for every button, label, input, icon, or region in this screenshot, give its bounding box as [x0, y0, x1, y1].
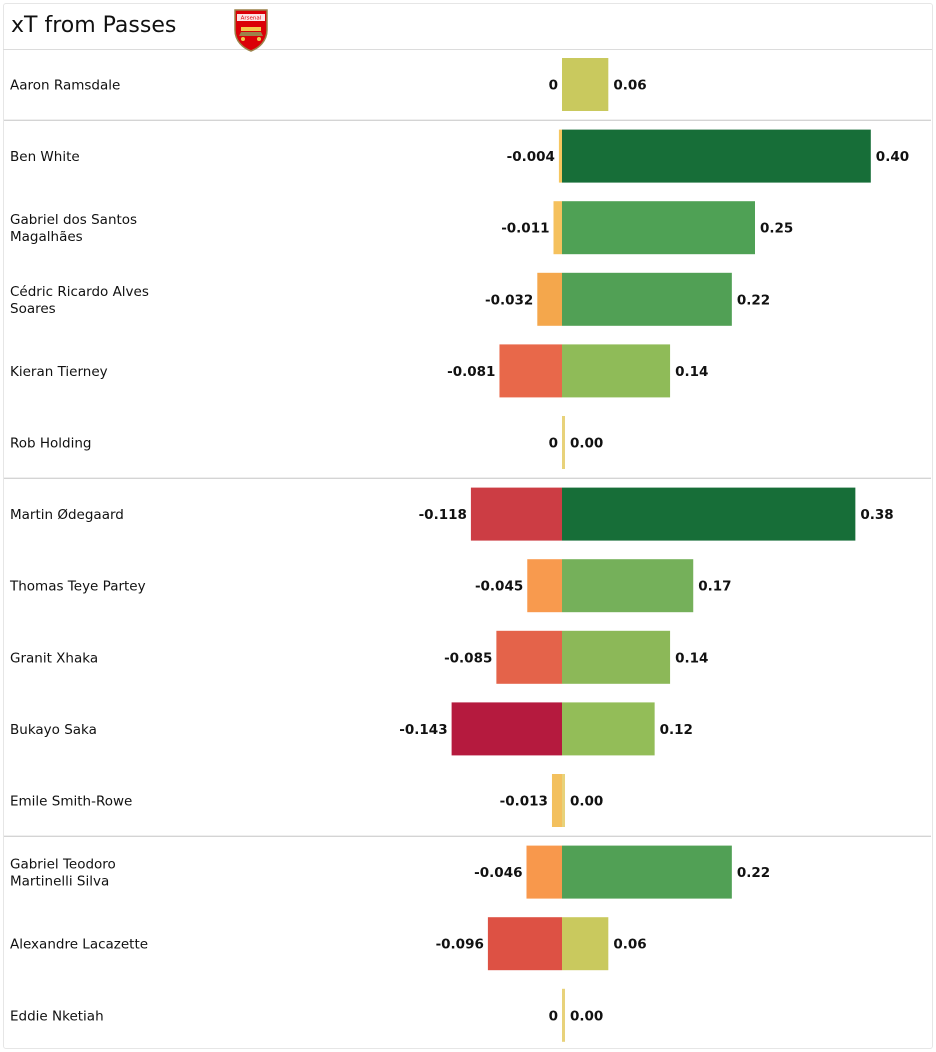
value-label-positive: 0.00 — [570, 436, 603, 452]
value-label-negative: 0 — [549, 1008, 558, 1024]
value-label-negative: -0.032 — [485, 292, 533, 308]
value-label-positive: 0.25 — [760, 221, 793, 237]
bar-positive — [562, 201, 755, 255]
bar-positive — [562, 988, 565, 1042]
value-label-positive: 0.00 — [570, 1008, 603, 1024]
bar-positive — [562, 559, 694, 613]
value-label-positive: 0.12 — [660, 722, 693, 738]
player-label: Aaron Ramsdale — [10, 78, 120, 94]
chart-title: xT from Passes — [11, 13, 177, 38]
bar-positive — [562, 344, 671, 398]
value-label-positive: 0.38 — [860, 507, 893, 523]
value-label-positive: 0.00 — [570, 794, 603, 810]
player-label: Ben White — [10, 149, 80, 165]
value-label-positive: 0.22 — [737, 865, 770, 881]
value-label-negative: -0.004 — [507, 149, 555, 165]
value-label-negative: 0 — [549, 436, 558, 452]
bar-negative — [553, 201, 562, 255]
chart-header: xT from Passes Arsenal — [3, 3, 932, 52]
player-label: Kieran Tierney — [10, 364, 108, 380]
bar-negative — [496, 630, 562, 684]
bar-positive — [562, 630, 671, 684]
bar-negative — [526, 845, 562, 899]
value-label-negative: -0.096 — [436, 937, 484, 953]
bar-negative — [470, 487, 562, 541]
player-label: Rob Holding — [10, 436, 92, 452]
value-label-positive: 0.40 — [876, 149, 909, 165]
player-label: Gabriel Teodoro Martinelli Silva — [10, 857, 116, 890]
bar-negative — [527, 559, 562, 613]
bar-negative — [499, 344, 562, 398]
bar-positive — [562, 774, 565, 827]
bar-negative — [537, 272, 562, 326]
value-label-positive: 0.06 — [613, 78, 646, 94]
player-label: Martin Ødegaard — [10, 507, 124, 523]
value-label-positive: 0.14 — [675, 650, 708, 666]
value-label-negative: -0.011 — [501, 221, 549, 237]
value-label-negative: -0.118 — [419, 507, 467, 523]
player-label: Cédric Ricardo Alves Soares — [10, 284, 149, 317]
arsenal-crest-icon: Arsenal — [234, 9, 268, 52]
value-label-negative: -0.013 — [500, 794, 548, 810]
value-label-negative: -0.143 — [399, 722, 447, 738]
bar-positive — [562, 129, 871, 183]
value-label-positive: 0.06 — [613, 937, 646, 953]
player-label: Gabriel dos Santos Magalhães — [10, 212, 137, 245]
bar-negative — [487, 917, 562, 971]
player-label: Bukayo Saka — [10, 722, 97, 738]
value-label-positive: 0.14 — [675, 364, 708, 380]
bar-positive — [562, 272, 732, 326]
bar-negative — [451, 702, 562, 756]
bar-positive — [562, 917, 609, 971]
bar-negative — [558, 129, 562, 183]
value-label-positive: 0.17 — [698, 579, 731, 595]
bar-positive — [562, 416, 565, 469]
bar-positive — [562, 702, 655, 756]
value-label-negative: -0.085 — [444, 650, 492, 666]
player-label: Granit Xhaka — [10, 650, 98, 666]
player-label: Emile Smith-Rowe — [10, 794, 132, 810]
player-label: Eddie Nketiah — [10, 1008, 104, 1024]
bar-positive — [562, 487, 856, 541]
value-label-positive: 0.22 — [737, 292, 770, 308]
crest-text: Arsenal — [241, 16, 262, 22]
player-label: Alexandre Lacazette — [10, 937, 148, 953]
bar-negative — [551, 774, 562, 827]
value-label-negative: -0.081 — [447, 364, 495, 380]
player-label: Thomas Teye Partey — [9, 579, 146, 595]
bar-positive — [562, 58, 609, 111]
value-label-negative: 0 — [549, 78, 558, 94]
value-label-negative: -0.046 — [474, 865, 522, 881]
value-label-negative: -0.045 — [475, 579, 523, 595]
bar-positive — [562, 845, 732, 899]
